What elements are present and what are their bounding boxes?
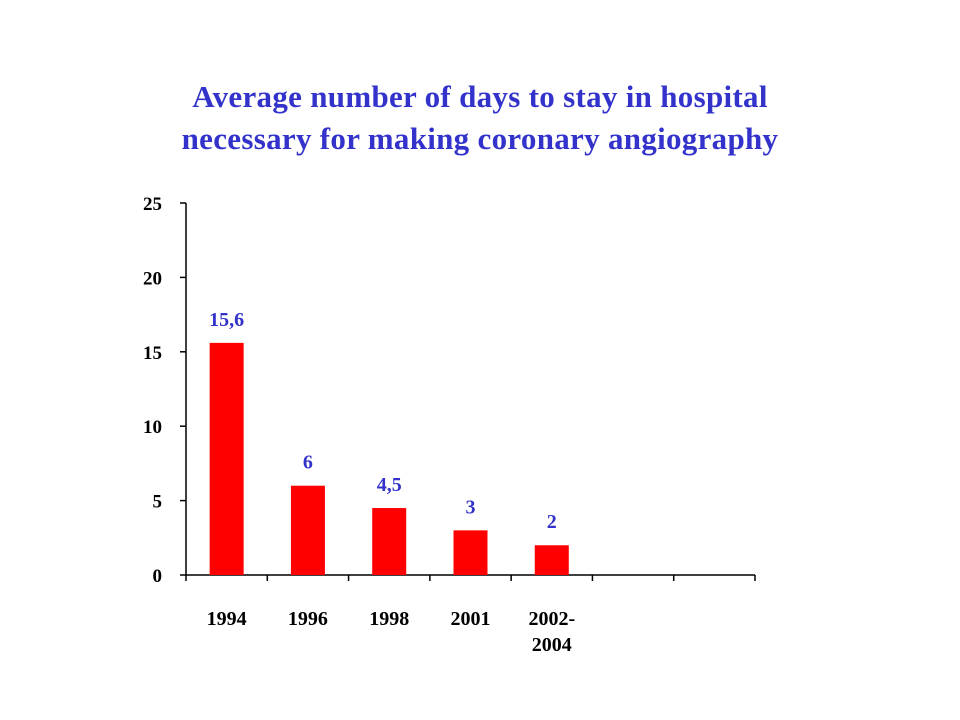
data-label: 15,6 [209,309,244,331]
data-label: 4,5 [377,474,402,496]
x-category-label: 2004 [532,634,572,656]
chart-title: Average number of days to stay in hospit… [0,76,960,160]
bars [209,342,569,575]
bar [290,485,325,575]
x-axis: 1994 1996 1998 2001 2002- 2004 [185,574,756,656]
y-tick-label: 10 [143,417,162,438]
y-tick-label: 0 [153,566,163,587]
y-axis: 0 5 10 15 20 25 [143,194,187,587]
x-category-label: 2002- [528,608,575,630]
y-tick-label: 15 [143,343,162,364]
chart-title-line-1: Average number of days to stay in hospit… [192,79,768,114]
x-category-label: 1996 [288,608,328,630]
chart-title-line-2: necessary for making coronary angiograph… [181,121,779,156]
y-tick-label: 20 [143,268,162,289]
x-category-label: 1994 [207,608,247,630]
data-label: 3 [466,496,476,518]
data-labels: 15,6 6 4,5 3 2 [209,309,557,533]
data-label: 6 [303,452,313,474]
bar [534,545,569,575]
data-label: 2 [547,511,557,533]
y-tick-label: 25 [143,194,162,215]
x-category-label: 1998 [369,608,409,630]
x-category-label: 2001 [451,608,491,630]
y-tick-label: 5 [153,492,163,513]
bar [209,342,244,575]
bar [453,530,488,575]
bar [372,508,407,575]
